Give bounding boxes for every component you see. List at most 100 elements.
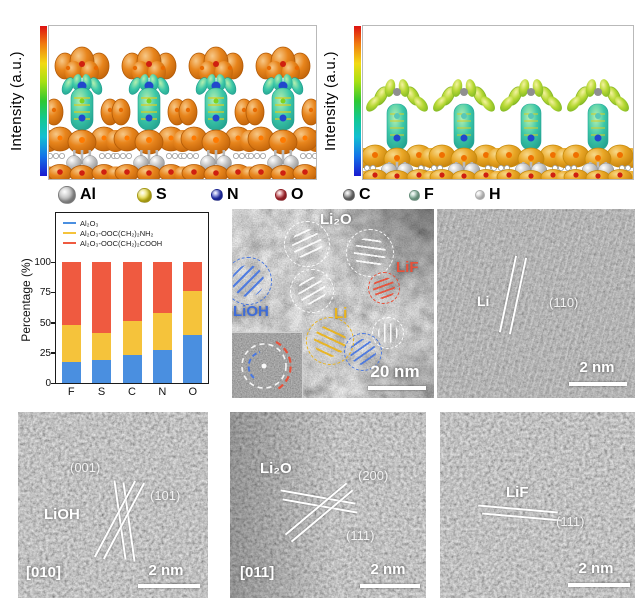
li2o-grain-circle (346, 229, 394, 277)
scale-bar-label: 2 nm (578, 560, 614, 577)
charge-density-isosurface-left (48, 25, 317, 180)
bar-segment (61, 262, 81, 325)
li-material-label: Li (477, 293, 490, 309)
y-tick-label: 100 (34, 257, 51, 268)
bar-segment (61, 324, 81, 363)
li2o-plane2-label: (111) (346, 528, 375, 543)
hrtem-lioh-panel: (001) (101) LiOH [010] 2 nm (18, 412, 208, 598)
bar-segment (183, 334, 203, 383)
legend-entry: Al₂O₃-OOC(CH₂)₂COOH (63, 238, 162, 248)
y-tick-mark (51, 382, 56, 384)
lioh-zone-axis-label: [010] (26, 564, 62, 581)
tem-grain-texture (440, 412, 635, 598)
atom-legend-item-f: F (409, 184, 434, 206)
legend-label: Al₂O₃-OOC(CH₂)₂NH₂ (80, 228, 154, 238)
lattice-fringes (378, 323, 398, 343)
hrtem-lif-panel: LiF (111) 2 nm (440, 412, 635, 598)
hrtem-li2o-panel: Li₂O (200) (111) [011] 2 nm (230, 412, 426, 598)
bar-segment (92, 333, 112, 361)
legend-label: Al₂O₃-OOC(CH₂)₂COOH (80, 238, 163, 248)
scale-bar (368, 386, 426, 390)
x-tick-label: N (158, 386, 167, 398)
intensity-colorbar-left (40, 26, 47, 176)
li-plane-label: (110) (549, 295, 579, 310)
atom-legend-item-al: Al (58, 184, 96, 206)
bar-F (61, 262, 81, 383)
atom-legend-item-h: H (475, 184, 501, 206)
lattice-fringes (354, 237, 386, 269)
lioh-grain-circle (232, 257, 272, 305)
lattice-fringes (298, 277, 326, 305)
scale-bar-label: 20 nm (370, 362, 420, 381)
li2o-zone-axis-label: [011] (240, 564, 275, 581)
tem-overview-panel: Li₂O LiF LiOH Li 20 nm (232, 209, 434, 398)
li-grain-circle (306, 317, 354, 365)
atom-legend-item-n: N (211, 184, 239, 206)
lattice-fringes (292, 229, 322, 259)
intensity-axis-label-right: Intensity (a.u.) (322, 51, 339, 152)
c-atom-icon (343, 189, 355, 201)
fft-diffraction-inset (232, 332, 303, 398)
molecular-structure-graphic-right (363, 77, 633, 179)
lif-plane-label: (111) (556, 514, 585, 529)
bar-C (122, 262, 142, 383)
y-tick-label: 25 (39, 347, 51, 359)
atom-legend-item-o: O (275, 184, 303, 206)
bar-O (183, 262, 203, 383)
bar-segment (122, 321, 142, 356)
atom-symbol: H (489, 186, 501, 203)
x-tick-label: C (128, 386, 136, 398)
x-tick-label: S (97, 386, 106, 398)
f-atom-icon (409, 189, 420, 201)
legend-entry: Al₂O₃ (63, 218, 162, 228)
hrtem-li-panel: Li (110) 2 nm (437, 209, 635, 398)
li2o-grain-circle (372, 317, 404, 349)
scale-bar (138, 584, 200, 588)
atom-symbol: N (227, 186, 239, 203)
atom-symbol: Al (80, 186, 96, 203)
atom-legend-item-s: S (137, 184, 167, 206)
atom-symbol: O (291, 186, 304, 203)
intensity-axis-label-left: Intensity (a.u.) (8, 51, 25, 152)
lioh-plane2-label: (101) (150, 488, 181, 503)
y-tick-label: 0 (45, 378, 51, 389)
atom-symbol: F (424, 186, 434, 203)
lif-label: LiF (396, 259, 419, 276)
h-atom-icon (475, 190, 485, 200)
chart-legend: Al₂O₃ Al₂O₃-OOC(CH₂)₂NH₂ Al₂O₃-OOC(CH₂)₂… (63, 218, 162, 248)
bar-segment (92, 262, 112, 334)
li2o-label: Li₂O (320, 211, 352, 228)
y-tick-label: 75 (39, 287, 51, 299)
bar-S (92, 262, 112, 383)
legend-swatch (63, 242, 76, 244)
lioh-plane1-label: (001) (70, 460, 101, 475)
legend-label: Al₂O₃ (80, 218, 99, 228)
li2o-grain-circle (284, 221, 330, 267)
scale-bar-label: 2 nm (148, 562, 184, 579)
bar-segment (183, 291, 203, 335)
scale-bar (360, 584, 420, 588)
lattice-fringes (314, 325, 346, 357)
legend-swatch (63, 232, 76, 234)
legend-entry: Al₂O₃-OOC(CH₂)₂NH₂ (63, 228, 162, 238)
s-atom-icon (137, 187, 152, 203)
scale-bar-label: 2 nm (579, 359, 615, 376)
lif-material-label: LiF (506, 484, 529, 501)
legend-swatch (63, 222, 76, 224)
chart-plot-area: Al₂O₃ Al₂O₃-OOC(CH₂)₂NH₂ Al₂O₃-OOC(CH₂)₂… (34, 212, 209, 398)
lattice-fringes (232, 265, 264, 297)
bar-segment (122, 355, 142, 383)
atom-legend-item-c: C (343, 184, 371, 206)
atom-symbol: S (156, 186, 167, 203)
scale-bar (569, 382, 627, 386)
tem-grain-texture (18, 412, 208, 598)
tem-shading (230, 412, 426, 598)
lioh-material-label: LiOH (44, 506, 80, 523)
o-atom-icon (275, 189, 287, 201)
scale-bar (568, 583, 630, 587)
bar-segment (183, 262, 203, 292)
y-tick-mark (51, 261, 56, 263)
bar-segment (152, 312, 172, 351)
li2o-material-label: Li₂O (260, 460, 292, 477)
